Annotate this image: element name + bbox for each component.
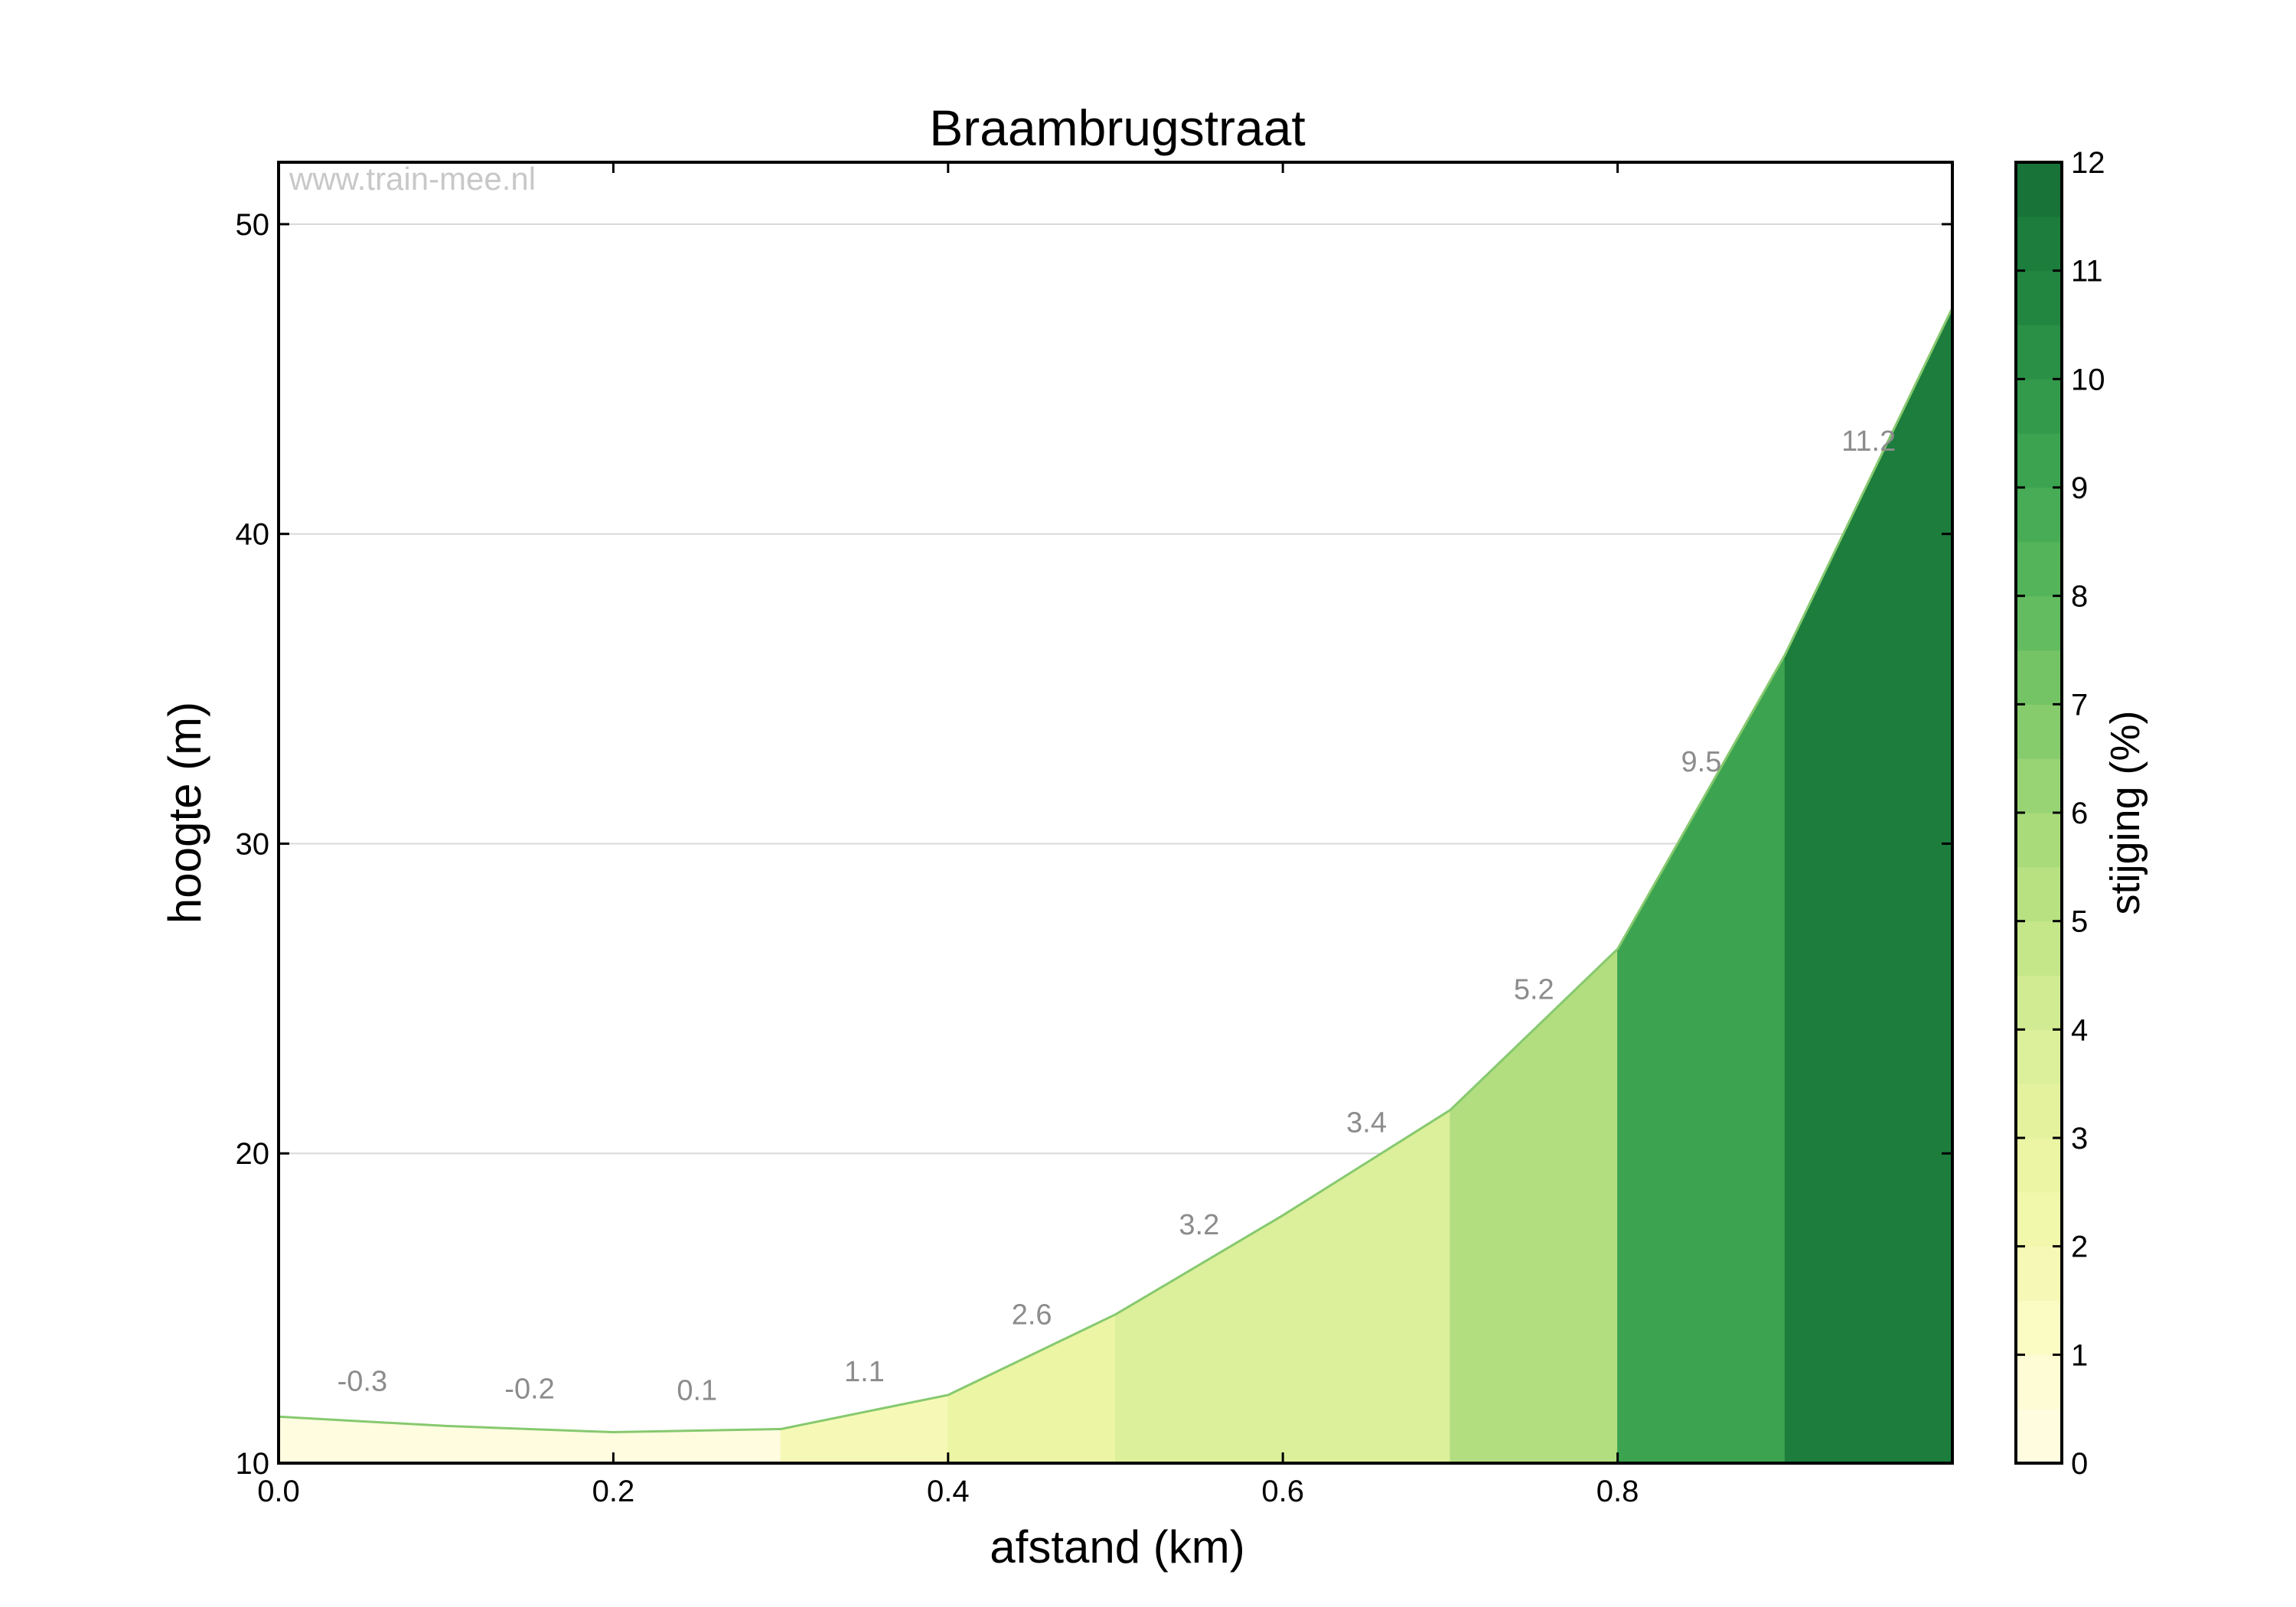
grade-label: 5.2 xyxy=(1514,973,1554,1006)
colorbar-band xyxy=(2016,595,2062,650)
colorbar-band xyxy=(2016,1138,2062,1193)
x-axis: 0.0 0.2 0.4 0.6 0.8 xyxy=(257,162,1639,1508)
grade-label: 0.1 xyxy=(677,1375,717,1407)
colorbar-tick-label: 8 xyxy=(2071,580,2088,614)
colorbar-band xyxy=(2016,650,2062,705)
y-tick-label: 50 xyxy=(236,208,270,242)
grade-label: -0.3 xyxy=(338,1365,387,1397)
chart-title: Braambrugstraat xyxy=(929,99,1306,156)
y-tick-label: 20 xyxy=(236,1137,270,1171)
colorbar-band xyxy=(2016,270,2062,325)
colorbar-tick-label: 6 xyxy=(2071,797,2088,830)
colorbar-band xyxy=(2016,1191,2062,1247)
colorbar-band xyxy=(2016,921,2062,976)
colorbar-tick-label: 3 xyxy=(2071,1122,2088,1156)
colorbar-band xyxy=(2016,975,2062,1030)
grade-label: 1.1 xyxy=(844,1356,885,1388)
grade-label: 11.2 xyxy=(1841,425,1896,458)
colorbar-band xyxy=(2016,1409,2062,1464)
grade-labels: -0.3 -0.2 0.1 1.1 2.6 3.2 3.4 5.2 9.5 11.2 xyxy=(338,425,1896,1407)
colorbar-tick-label: 11 xyxy=(2071,255,2103,288)
colorbar-band xyxy=(2016,1246,2062,1301)
colorbar-label: stijging (%) xyxy=(2102,710,2148,914)
colorbar-band xyxy=(2016,1084,2062,1139)
colorbar-band xyxy=(2016,866,2062,922)
colorbar-band xyxy=(2016,1354,2062,1410)
colorbar-band xyxy=(2016,704,2062,759)
x-tick-label: 0.6 xyxy=(1261,1475,1304,1508)
colorbar-tick-label: 1 xyxy=(2071,1338,2088,1372)
x-tick-label: 0.0 xyxy=(257,1475,300,1508)
colorbar-tick-label: 5 xyxy=(2071,905,2088,939)
plot-frame xyxy=(277,161,1954,1465)
colorbar-band xyxy=(2016,758,2062,813)
y-axis: 10 20 30 40 50 xyxy=(236,208,1952,1481)
y-axis-label: hoogte (m) xyxy=(159,702,210,924)
y-tick-label: 40 xyxy=(236,518,270,552)
grade-label: 9.5 xyxy=(1681,746,1722,778)
colorbar-tick-label: 7 xyxy=(2071,688,2088,722)
grade-label: 3.2 xyxy=(1179,1209,1219,1241)
colorbar-band xyxy=(2016,541,2062,597)
x-tick-label: 0.8 xyxy=(1596,1475,1639,1508)
x-tick-label: 0.2 xyxy=(592,1475,635,1508)
colorbar-band xyxy=(2016,813,2062,868)
colorbar-tick-label: 4 xyxy=(2071,1013,2088,1047)
colorbar-band xyxy=(2016,162,2062,217)
y-tick-label: 10 xyxy=(236,1447,270,1481)
grade-label: 2.6 xyxy=(1012,1299,1052,1331)
colorbar-tick-label: 0 xyxy=(2071,1447,2088,1481)
colorbar-tick-label: 12 xyxy=(2071,146,2105,180)
grade-label: 3.4 xyxy=(1346,1107,1387,1139)
grade-label: -0.2 xyxy=(504,1373,554,1405)
colorbar-band xyxy=(2016,433,2062,488)
grade-segment xyxy=(612,1428,781,1464)
colorbar-band xyxy=(2016,379,2062,434)
colorbar-tick-label: 9 xyxy=(2071,471,2088,505)
colorbar-band xyxy=(2016,1029,2062,1084)
watermark: www.train-mee.nl xyxy=(289,161,536,197)
profile-line-group xyxy=(278,307,1954,1434)
colorbar-tick-label: 10 xyxy=(2071,363,2105,396)
colorbar-band xyxy=(2016,216,2062,272)
y-tick-label: 30 xyxy=(236,827,270,861)
grade-segment xyxy=(780,1394,949,1464)
profile-line xyxy=(278,307,1954,1434)
x-tick-label: 0.4 xyxy=(927,1475,970,1508)
colorbar-tick-label: 2 xyxy=(2071,1231,2088,1264)
grade-segment xyxy=(1450,947,1619,1464)
colorbar-band xyxy=(2016,487,2062,543)
grade-segment xyxy=(1115,1214,1283,1464)
x-axis-label: afstand (km) xyxy=(990,1521,1244,1573)
grade-segment xyxy=(947,1313,1116,1464)
grade-segments xyxy=(278,308,1953,1464)
colorbar-band xyxy=(2016,1300,2062,1355)
colorbar-band xyxy=(2016,324,2062,380)
